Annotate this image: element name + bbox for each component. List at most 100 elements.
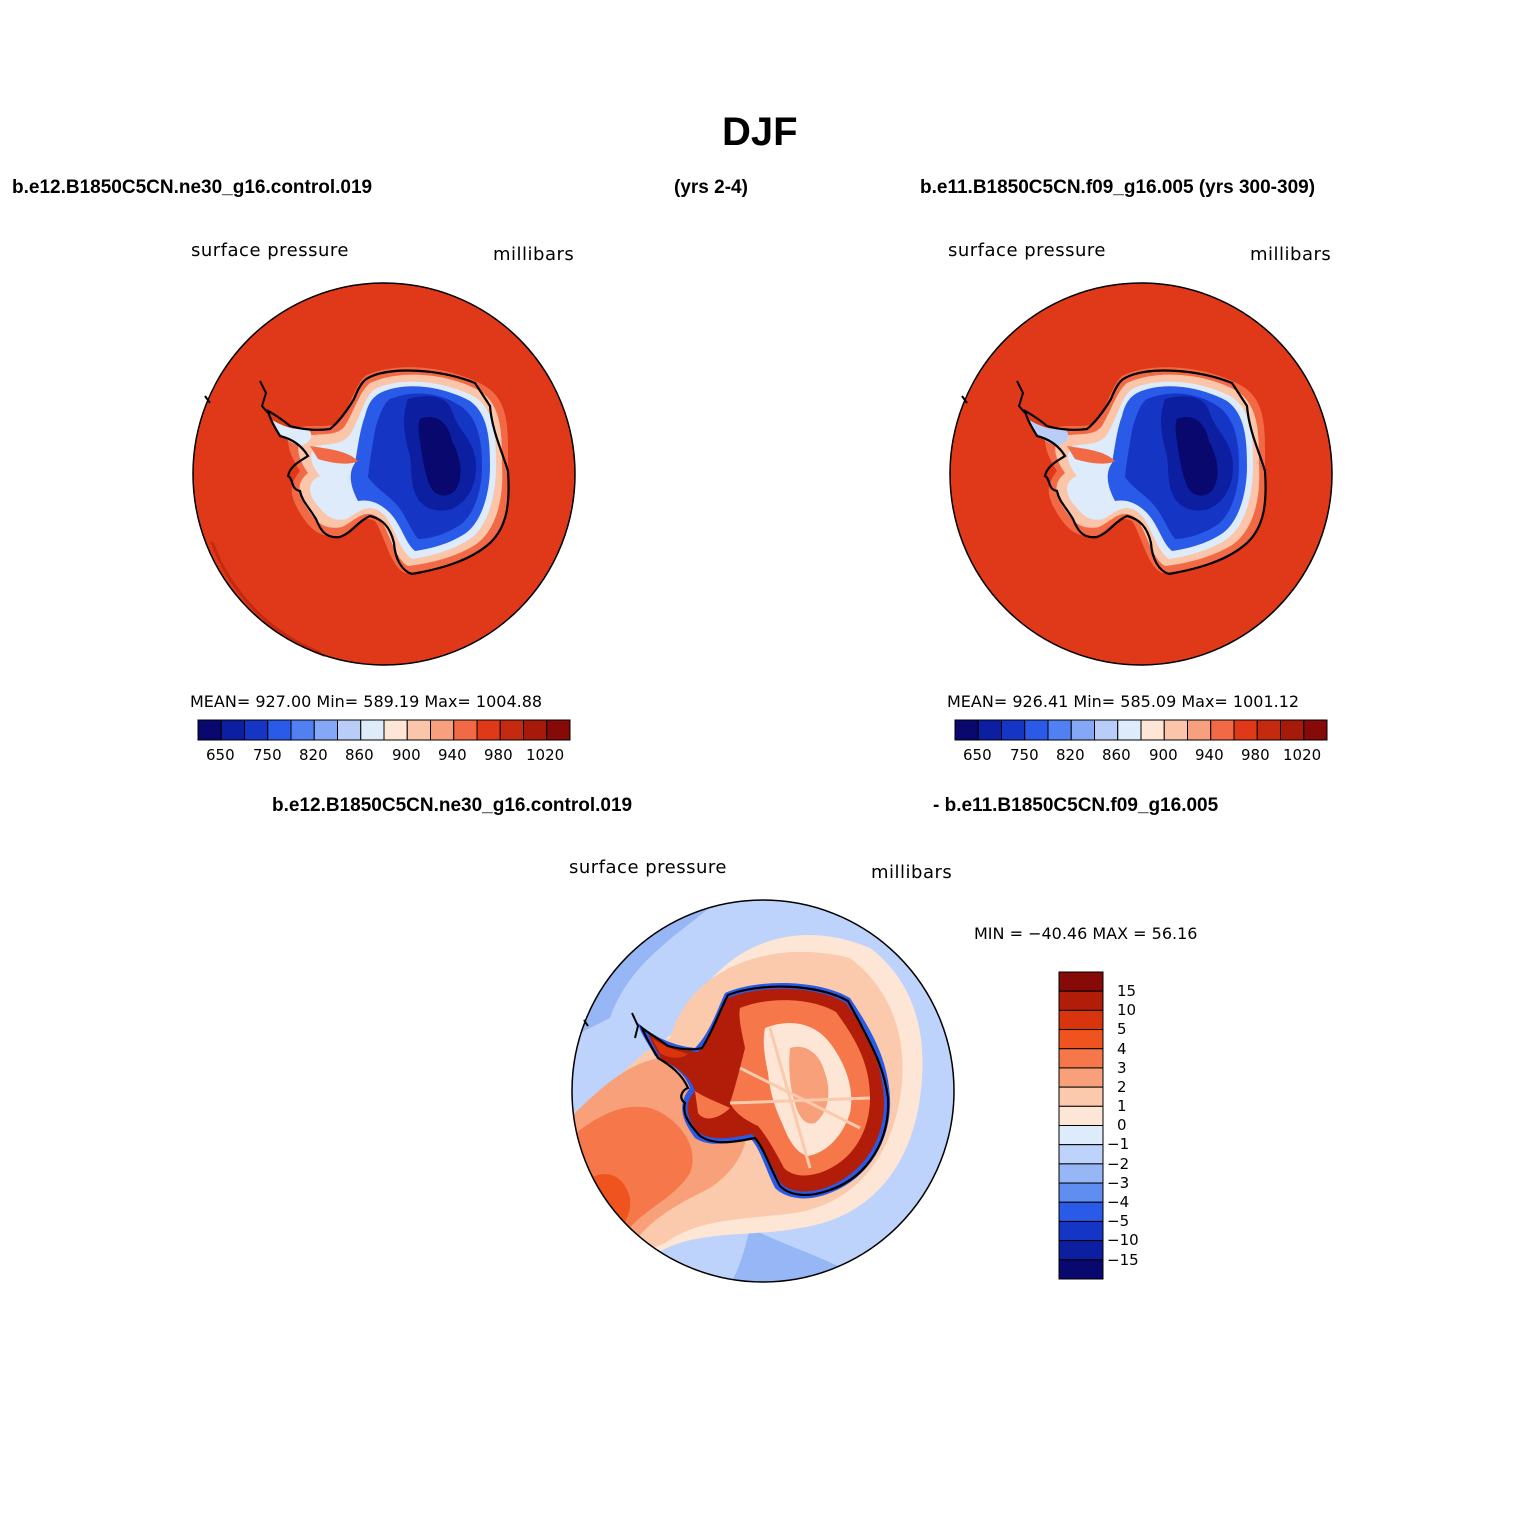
- colorbar-swatch: [1047, 719, 1072, 741]
- diff-header-right: - b.e11.B1850C5CN.f09_g16.005: [933, 795, 1219, 816]
- colorbar-swatch: [1140, 719, 1165, 741]
- colorbar-swatch: [1187, 719, 1212, 741]
- colorbar-swatch: [360, 719, 385, 741]
- colorbar-swatch: [1058, 1240, 1104, 1261]
- colorbar-tick: 0: [1117, 1116, 1127, 1134]
- colorbar-tick: 940: [1195, 746, 1224, 764]
- colorbar-swatch: [1058, 1067, 1104, 1088]
- colorbar-tick: 1020: [1283, 746, 1322, 764]
- colorbar-right: [954, 719, 1328, 741]
- colorbar-tick: 980: [1241, 746, 1270, 764]
- colorbar-swatch: [1058, 1009, 1104, 1031]
- colorbar-tick: 650: [206, 746, 235, 764]
- colorbar-tick: 1: [1117, 1097, 1127, 1115]
- panel1-units-label: millibars: [493, 244, 575, 265]
- panel2-variable-label: surface pressure: [948, 240, 1106, 261]
- colorbar-tick: 750: [1010, 746, 1039, 764]
- years-header-center: (yrs 2-4): [674, 177, 748, 198]
- colorbar-swatch: [523, 719, 548, 741]
- surface-pressure-map-left: [192, 282, 576, 666]
- colorbar-swatch: [220, 719, 245, 741]
- colorbar-tick: 1020: [526, 746, 565, 764]
- case-header-right: b.e11.B1850C5CN.f09_g16.005 (yrs 300-309…: [920, 177, 1316, 198]
- colorbar-tick: 4: [1117, 1040, 1127, 1058]
- colorbar-swatch: [1233, 719, 1258, 741]
- colorbar-tick: −5: [1107, 1212, 1130, 1230]
- colorbar-swatch: [1058, 1201, 1104, 1222]
- colorbar-swatch: [1058, 1144, 1104, 1165]
- colorbar-swatch: [313, 719, 338, 741]
- colorbar-swatch: [1058, 1259, 1104, 1280]
- antarctica-field-right: [1027, 367, 1267, 573]
- surface-pressure-difference-map: [571, 899, 955, 1283]
- colorbar-tick: 10: [1117, 1001, 1137, 1019]
- colorbar-swatch: [244, 719, 269, 741]
- colorbar-tick: 750: [253, 746, 282, 764]
- page-title: DJF: [722, 110, 798, 154]
- antarctica-field-left: [270, 367, 510, 573]
- colorbar-tick: −2: [1107, 1155, 1130, 1173]
- colorbar-swatch: [1058, 971, 1104, 992]
- diff-variable-label: surface pressure: [569, 857, 727, 878]
- colorbar-swatch: [290, 719, 315, 741]
- case-header-left: b.e12.B1850C5CN.ne30_g16.control.019: [12, 177, 373, 198]
- colorbar-swatch: [1256, 719, 1281, 741]
- colorbar-tick: −10: [1107, 1231, 1139, 1249]
- colorbar-swatch: [1058, 1086, 1104, 1107]
- colorbar-swatch: [1070, 719, 1095, 741]
- colorbar-left: [197, 719, 571, 741]
- colorbar-swatch: [1058, 1182, 1104, 1203]
- colorbar-tick: 980: [484, 746, 513, 764]
- antarctica-coastline-diff: [639, 985, 890, 1196]
- panel1-stats: MEAN= 927.00 Min= 589.19 Max= 1004.88: [190, 692, 543, 711]
- colorbar-tick: −4: [1107, 1193, 1130, 1211]
- colorbar-swatch: [197, 719, 222, 741]
- colorbar-swatch: [476, 719, 501, 741]
- colorbar-tick: 900: [392, 746, 421, 764]
- colorbar-swatch: [954, 719, 979, 741]
- diff-stats: MIN = −40.46 MAX = 56.16: [974, 924, 1198, 943]
- colorbar-swatch: [1058, 1125, 1104, 1146]
- colorbar-swatch: [1303, 719, 1328, 741]
- colorbar-swatch: [267, 719, 292, 741]
- colorbar-swatch: [499, 719, 524, 741]
- colorbar-swatch: [406, 719, 431, 741]
- colorbar-swatch: [453, 719, 478, 741]
- colorbar-tick: 820: [299, 746, 328, 764]
- colorbar-swatch: [1001, 719, 1026, 741]
- colorbar-swatch: [1058, 1029, 1104, 1050]
- panel2-units-label: millibars: [1250, 244, 1332, 265]
- colorbar-swatch: [1280, 719, 1305, 741]
- colorbar-swatch: [1058, 990, 1104, 1011]
- colorbar-tick: 5: [1117, 1020, 1127, 1038]
- colorbar-tick: −15: [1107, 1251, 1139, 1269]
- panel2-stats: MEAN= 926.41 Min= 585.09 Max= 1001.12: [947, 692, 1300, 711]
- diff-header-left: b.e12.B1850C5CN.ne30_g16.control.019: [272, 795, 633, 816]
- antarctica-coastline-right: [1023, 369, 1267, 576]
- antarctica-coastline-left: [266, 369, 510, 576]
- colorbar-tick: −3: [1107, 1174, 1130, 1192]
- colorbar-swatch: [1058, 1048, 1104, 1069]
- colorbar-swatch: [546, 719, 571, 741]
- colorbar-swatch: [1210, 719, 1235, 741]
- colorbar-swatch: [1163, 719, 1188, 741]
- colorbar-tick: 940: [438, 746, 467, 764]
- colorbar-tick: 15: [1117, 982, 1137, 1000]
- colorbar-tick: 860: [345, 746, 374, 764]
- colorbar-swatch: [430, 719, 455, 741]
- diff-units-label: millibars: [871, 862, 953, 883]
- colorbar-tick: 3: [1117, 1059, 1127, 1077]
- colorbar-swatch: [1058, 1105, 1104, 1126]
- colorbar-tick: −1: [1107, 1135, 1130, 1153]
- colorbar-swatch: [977, 719, 1002, 741]
- colorbar-swatch: [383, 719, 408, 741]
- colorbar-tick: 860: [1102, 746, 1131, 764]
- colorbar-swatch: [1058, 1163, 1104, 1184]
- colorbar-difference: [1058, 971, 1104, 1280]
- surface-pressure-map-right: [949, 282, 1333, 666]
- colorbar-swatch: [1094, 719, 1119, 741]
- colorbar-tick: 2: [1117, 1078, 1127, 1096]
- colorbar-tick: 820: [1056, 746, 1085, 764]
- colorbar-tick: 900: [1149, 746, 1178, 764]
- colorbar-swatch: [1058, 1220, 1104, 1242]
